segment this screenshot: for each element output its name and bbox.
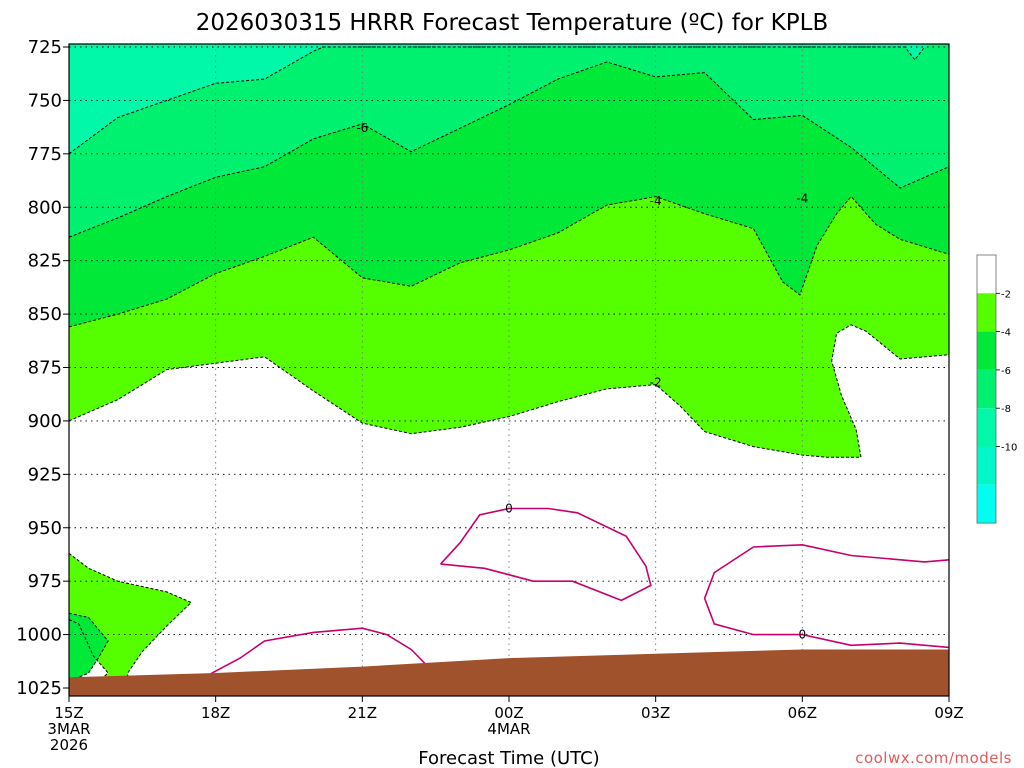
- ground-fill: [69, 649, 949, 696]
- y-tick-label-950: 950: [28, 518, 62, 539]
- fill-cold-pocket-minus4: [69, 613, 109, 682]
- colorbar-label-4: -10: [1001, 443, 1017, 454]
- x-tick-label-9-1: 4MAR: [487, 720, 530, 738]
- colorbar-label-1: -4: [1001, 328, 1011, 339]
- contour-labels: -6 -4 -4 -2 0 0: [356, 121, 808, 642]
- colorbar-segment-0: [977, 255, 996, 294]
- y-tick-label-750: 750: [28, 90, 62, 111]
- isotherm-cold-pocket-minus4: [69, 612, 109, 683]
- colorbar-segment-3: [977, 369, 996, 409]
- credit-text: coolwx.com/models: [855, 749, 1012, 767]
- chart-title: 2026030315 HRRR Forecast Temperature (ºC…: [196, 10, 828, 36]
- y-tick-label-900: 900: [28, 411, 62, 432]
- y-tick-label-825: 825: [28, 251, 62, 272]
- contour-label-0: -6: [356, 121, 368, 135]
- x-tick-label-18-0: 09Z: [934, 704, 963, 722]
- contour-label-1: -4: [650, 194, 662, 208]
- contour-label-4: 0: [505, 502, 513, 516]
- isotherm-minus4: [69, 195, 949, 328]
- plot-area: [69, 44, 949, 696]
- contour-label-2: -4: [796, 192, 808, 206]
- isotherm-minus8: [69, 46, 925, 155]
- temperature-fills: [69, 44, 949, 682]
- isotherm-cold-pocket-minus2: [69, 553, 193, 683]
- colorbar-border: [976, 254, 997, 524]
- y-tick-label-1000: 1000: [16, 625, 62, 646]
- ground-layer: [69, 649, 949, 696]
- y-tick-label-1025: 1025: [16, 678, 62, 699]
- x-tick-label-0-2: 2026: [50, 736, 88, 754]
- y-tick-label-800: 800: [28, 197, 62, 218]
- colorbar-segment-5: [977, 446, 996, 485]
- x-tick-label-12-0: 03Z: [641, 704, 670, 722]
- x-tick-label-15-0: 06Z: [788, 704, 817, 722]
- colorbar-legend: -2 -4 -6 -8 -10: [976, 254, 1017, 524]
- x-tick-label-3-0: 18Z: [201, 704, 230, 722]
- isotherm-minus2: [69, 324, 949, 458]
- y-tick-label-975: 975: [28, 571, 62, 592]
- y-axis: 725 750 775 800 825 850 875 900 925 950 975 1000 102…: [16, 37, 69, 699]
- colorbar-label-3: -8: [1001, 404, 1011, 415]
- zero-isotherm-2: [440, 507, 652, 602]
- x-tick-label-0-1: 3MAR: [47, 720, 90, 738]
- y-tick-label-725: 725: [28, 37, 62, 58]
- x-tick-label-6-0: 21Z: [348, 704, 377, 722]
- fill-band-minus8-to-minus10: [69, 44, 932, 154]
- isotherm-minus6: [69, 61, 949, 238]
- x-tick-label-9-0: 00Z: [494, 704, 523, 722]
- x-tick-label-0-0: 15Z: [54, 704, 83, 722]
- contour-label-5: 0: [799, 628, 807, 642]
- zero-isotherm-3: [703, 543, 949, 649]
- y-tick-label-775: 775: [28, 144, 62, 165]
- colorbar-segment-4: [977, 408, 996, 447]
- y-tick-label-875: 875: [28, 358, 62, 379]
- colorbar-label-2: -6: [1001, 366, 1011, 377]
- colorbar-label-0: -2: [1001, 289, 1011, 300]
- fill-band-minus6-to-minus8: [69, 44, 949, 238]
- colorbar-segment-2: [977, 331, 996, 370]
- y-tick-label-925: 925: [28, 464, 62, 485]
- x-axis-title: Forecast Time (UTC): [418, 748, 599, 768]
- colorbar-segment-1: [977, 293, 996, 332]
- y-tick-label-850: 850: [28, 304, 62, 325]
- contour-label-3: -2: [650, 375, 662, 389]
- colorbar-segment-6: [977, 484, 996, 524]
- isotherm-lines: [69, 46, 949, 683]
